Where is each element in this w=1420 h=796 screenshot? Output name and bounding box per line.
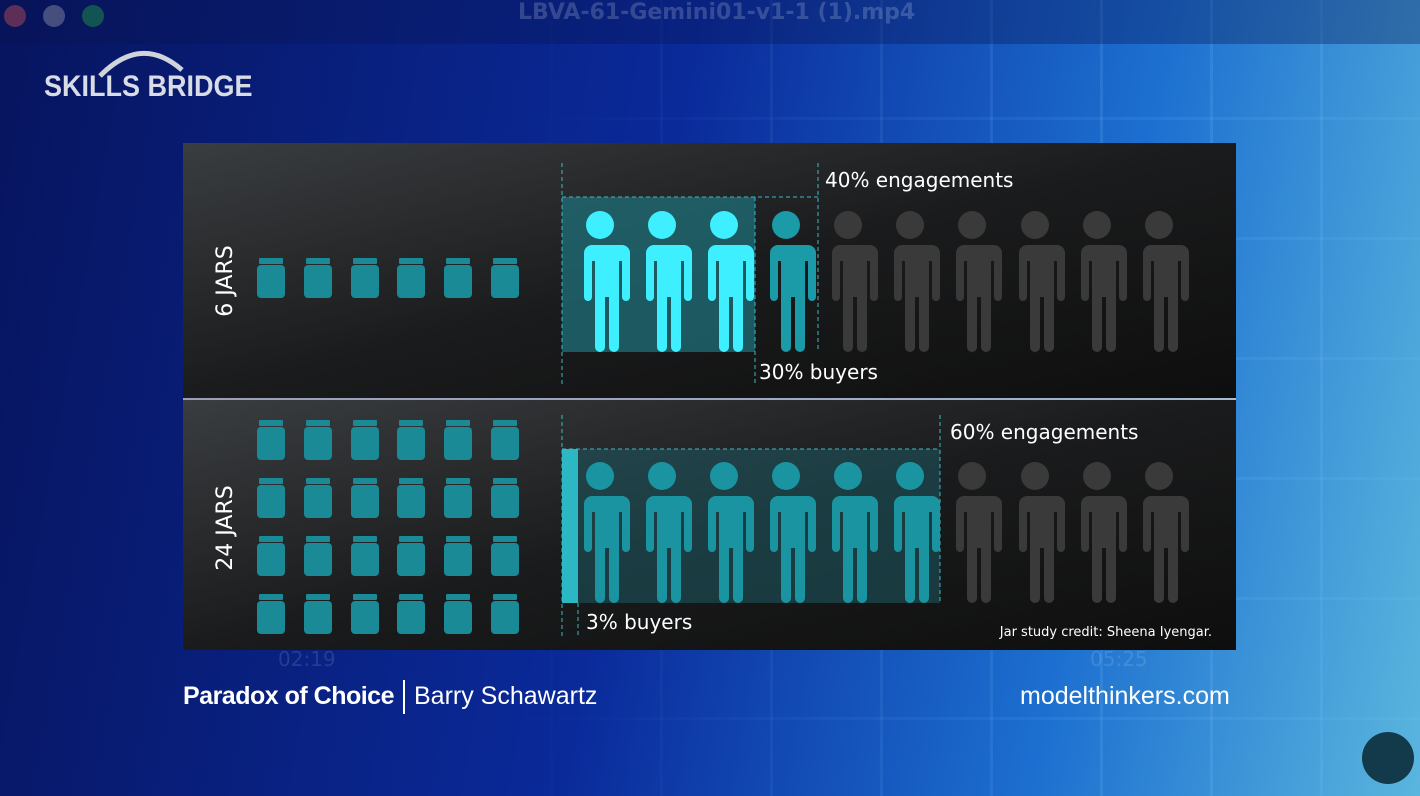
jar	[304, 478, 332, 518]
engagements-label: 40% engagements	[825, 168, 1013, 192]
logo-arc	[98, 50, 184, 78]
jar	[444, 258, 472, 298]
jar	[257, 594, 285, 634]
window-title: LBVA-61-Gemini01-v1-1 (1).mp4	[518, 0, 916, 25]
jar	[304, 594, 332, 634]
footer-author: Barry Schawartz	[414, 682, 598, 710]
jar	[304, 536, 332, 576]
jar	[397, 536, 425, 576]
jar	[397, 258, 425, 298]
jar	[351, 420, 379, 460]
jar	[444, 478, 472, 518]
jar	[351, 258, 379, 298]
jar	[304, 420, 332, 460]
jar	[351, 478, 379, 518]
jar	[491, 258, 519, 298]
zoom-button[interactable]	[82, 5, 104, 27]
jar	[491, 594, 519, 634]
jar	[257, 258, 285, 298]
credit: Jar study credit: Sheena Iyengar.	[999, 625, 1212, 640]
jar	[397, 594, 425, 634]
jar	[257, 420, 285, 460]
elapsed-time: 02:19	[278, 647, 336, 671]
panel-label: 24 JARS	[213, 485, 238, 570]
jar	[351, 594, 379, 634]
minimize-button[interactable]	[43, 5, 65, 27]
jar	[351, 536, 379, 576]
jar	[257, 536, 285, 576]
total-time: 05:25	[1090, 647, 1148, 671]
jar	[304, 258, 332, 298]
buyers-highlight	[562, 449, 578, 603]
buyers-label: 3% buyers	[586, 610, 692, 634]
jar	[444, 420, 472, 460]
jar	[444, 536, 472, 576]
panel-label: 6 JARS	[213, 245, 238, 316]
footer-site: modelthinkers.com	[1020, 682, 1230, 710]
guides	[561, 163, 941, 637]
jar	[397, 420, 425, 460]
jar	[257, 478, 285, 518]
separator	[403, 680, 405, 714]
buyers-label: 30% buyers	[759, 360, 878, 384]
jar	[444, 594, 472, 634]
close-button[interactable]	[4, 5, 26, 27]
jar	[397, 478, 425, 518]
engagements-label: 60% engagements	[950, 420, 1138, 444]
jar	[491, 536, 519, 576]
footer-title: Paradox of Choice	[183, 682, 395, 710]
scan-button[interactable]	[1362, 732, 1414, 784]
jar	[491, 478, 519, 518]
logo: SKILLS BRIDGE	[44, 70, 253, 103]
title-bar: LBVA-61-Gemini01-v1-1 (1).mp4	[0, 0, 1420, 44]
jar	[491, 420, 519, 460]
